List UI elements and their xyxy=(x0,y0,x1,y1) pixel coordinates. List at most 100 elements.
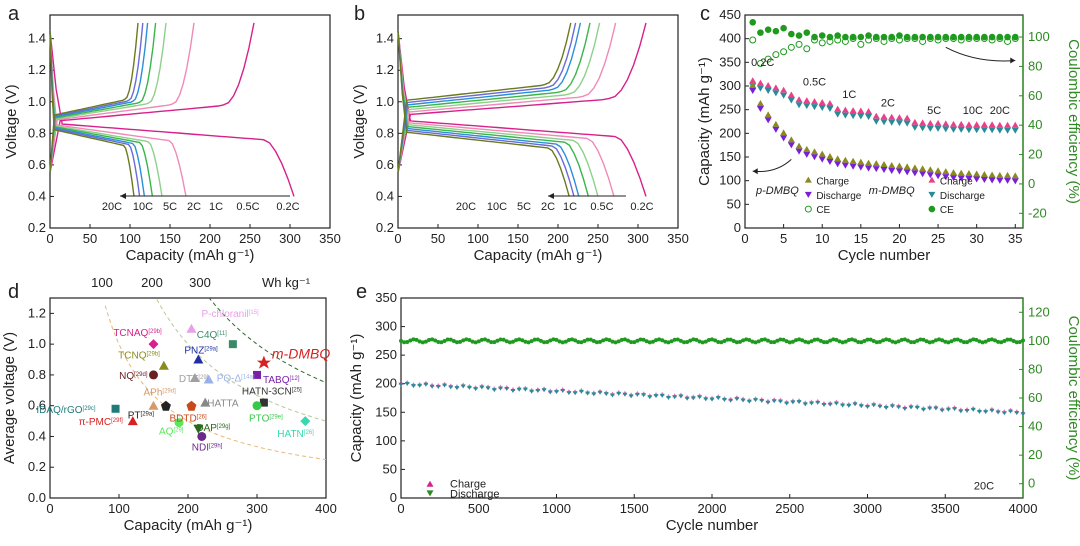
p-discharge-point xyxy=(756,105,764,112)
ce-point xyxy=(728,337,733,342)
y-tick-label: 450 xyxy=(719,7,741,22)
ref-NDI: [29h] xyxy=(209,443,223,449)
ref-PQ-Δ: [14a] xyxy=(241,375,255,381)
ce-point xyxy=(716,339,721,344)
label-P-chloranil: P-chloranil[15] xyxy=(201,309,259,320)
rate-label-0.5C: 0.5C xyxy=(803,77,826,89)
rate-label-1C: 1C xyxy=(563,201,577,213)
legend-label-p-CE: CE xyxy=(816,205,830,216)
p-ce-point xyxy=(749,36,757,44)
p-discharge-point xyxy=(841,162,849,169)
p-discharge-point xyxy=(911,170,919,177)
ce-point xyxy=(454,340,459,345)
ce-point xyxy=(399,338,403,343)
discharge-point xyxy=(485,386,491,391)
charge-curve-20C xyxy=(49,22,139,173)
p-charge-point xyxy=(857,158,865,165)
legend-marker-p-charge xyxy=(804,176,812,183)
legend-marker-m-ce xyxy=(928,205,936,213)
point-m-DMBQ xyxy=(256,355,271,369)
discharge-point xyxy=(697,395,703,400)
m-charge-point xyxy=(756,79,764,86)
m-charge-point xyxy=(980,121,988,128)
discharge-point xyxy=(404,381,410,386)
ce-point xyxy=(753,340,758,345)
ce-point xyxy=(918,337,923,342)
m-discharge-point xyxy=(834,111,842,118)
ce-point xyxy=(507,340,512,345)
discharge-point xyxy=(809,401,815,406)
discharge-point xyxy=(933,406,939,411)
ce-point xyxy=(865,337,870,342)
ref-DTT: [29] xyxy=(198,375,208,381)
ce-point xyxy=(535,337,540,342)
ce-point xyxy=(563,339,568,344)
point-PTO xyxy=(252,401,262,411)
point-PT xyxy=(160,400,171,411)
legend-marker-discharge xyxy=(426,490,434,497)
y-tick-label: 200 xyxy=(719,125,741,140)
discharge-point xyxy=(902,406,908,411)
p-charge-point xyxy=(841,156,849,163)
panel-letter-e: e xyxy=(356,281,367,303)
p-discharge-point xyxy=(957,175,965,182)
energy-label-0: 100 xyxy=(91,275,113,290)
arrow-to-left-axis xyxy=(752,158,792,173)
m-discharge-point xyxy=(934,125,942,132)
discharge-point xyxy=(641,393,647,398)
ce-point xyxy=(517,337,522,342)
ce-point xyxy=(868,337,873,342)
ce-point xyxy=(430,337,435,342)
ce-point xyxy=(467,338,472,343)
p-discharge-point xyxy=(888,167,896,174)
right-tick-label: 40 xyxy=(1028,419,1042,434)
ce-point xyxy=(924,339,929,344)
p-ce-point xyxy=(780,48,788,56)
x-axis-title: Capacity (mAh g⁻¹) xyxy=(124,517,253,534)
p-discharge-point xyxy=(772,126,780,133)
y-tick-label: 1.4 xyxy=(376,31,394,46)
x-tick-label: 0 xyxy=(397,501,404,516)
y-axis-title: Voltage (V) xyxy=(351,84,368,158)
ce-point xyxy=(405,340,410,345)
discharge-point xyxy=(852,402,858,407)
discharge-point xyxy=(435,385,441,390)
right-tick-label: 100 xyxy=(1028,333,1050,348)
ce-point xyxy=(797,337,802,342)
p-charge-point xyxy=(988,171,996,178)
ce-point xyxy=(579,340,584,345)
y-tick-label: 1.4 xyxy=(28,31,46,46)
label-PT: PT[29a] xyxy=(128,411,154,422)
ce-point xyxy=(974,337,979,342)
ce-point xyxy=(548,338,553,343)
ce-point xyxy=(436,339,441,344)
ref-HATN: [26] xyxy=(304,430,314,436)
ref-PT: [29a] xyxy=(141,412,155,418)
point-AQ xyxy=(174,418,184,428)
charge-curve-0.5C xyxy=(49,22,195,173)
ce-point xyxy=(442,338,447,343)
panel-b: 0 50 100 150 200 250 300 350 0.2 0.4 0.6 0.8 1.0 1.2 1… xyxy=(351,3,689,264)
ce-point xyxy=(489,340,494,345)
ce-point xyxy=(706,337,711,342)
ce-point xyxy=(899,337,904,342)
ce-point xyxy=(635,338,640,343)
m-charge-point xyxy=(826,99,834,106)
discharge-point xyxy=(665,396,671,401)
m-discharge-point xyxy=(950,126,957,133)
rate-label-10C: 10C xyxy=(963,105,983,117)
discharge-point xyxy=(740,398,746,403)
ce-point xyxy=(657,337,662,342)
rate-label-0.2C: 0.2C xyxy=(276,201,299,213)
y-tick-label: 0.4 xyxy=(376,188,394,203)
point-C4Q xyxy=(228,340,237,349)
ce-point xyxy=(402,340,407,345)
p-ce-point xyxy=(756,59,764,67)
ref-TABQ: [12] xyxy=(289,376,299,382)
right-tick-label: 60 xyxy=(1028,88,1042,103)
discharge-point xyxy=(896,405,902,410)
discharge-point xyxy=(976,409,982,414)
ce-point xyxy=(884,337,889,342)
ce-point xyxy=(473,340,478,345)
discharge-curve-0.5C xyxy=(397,30,615,197)
